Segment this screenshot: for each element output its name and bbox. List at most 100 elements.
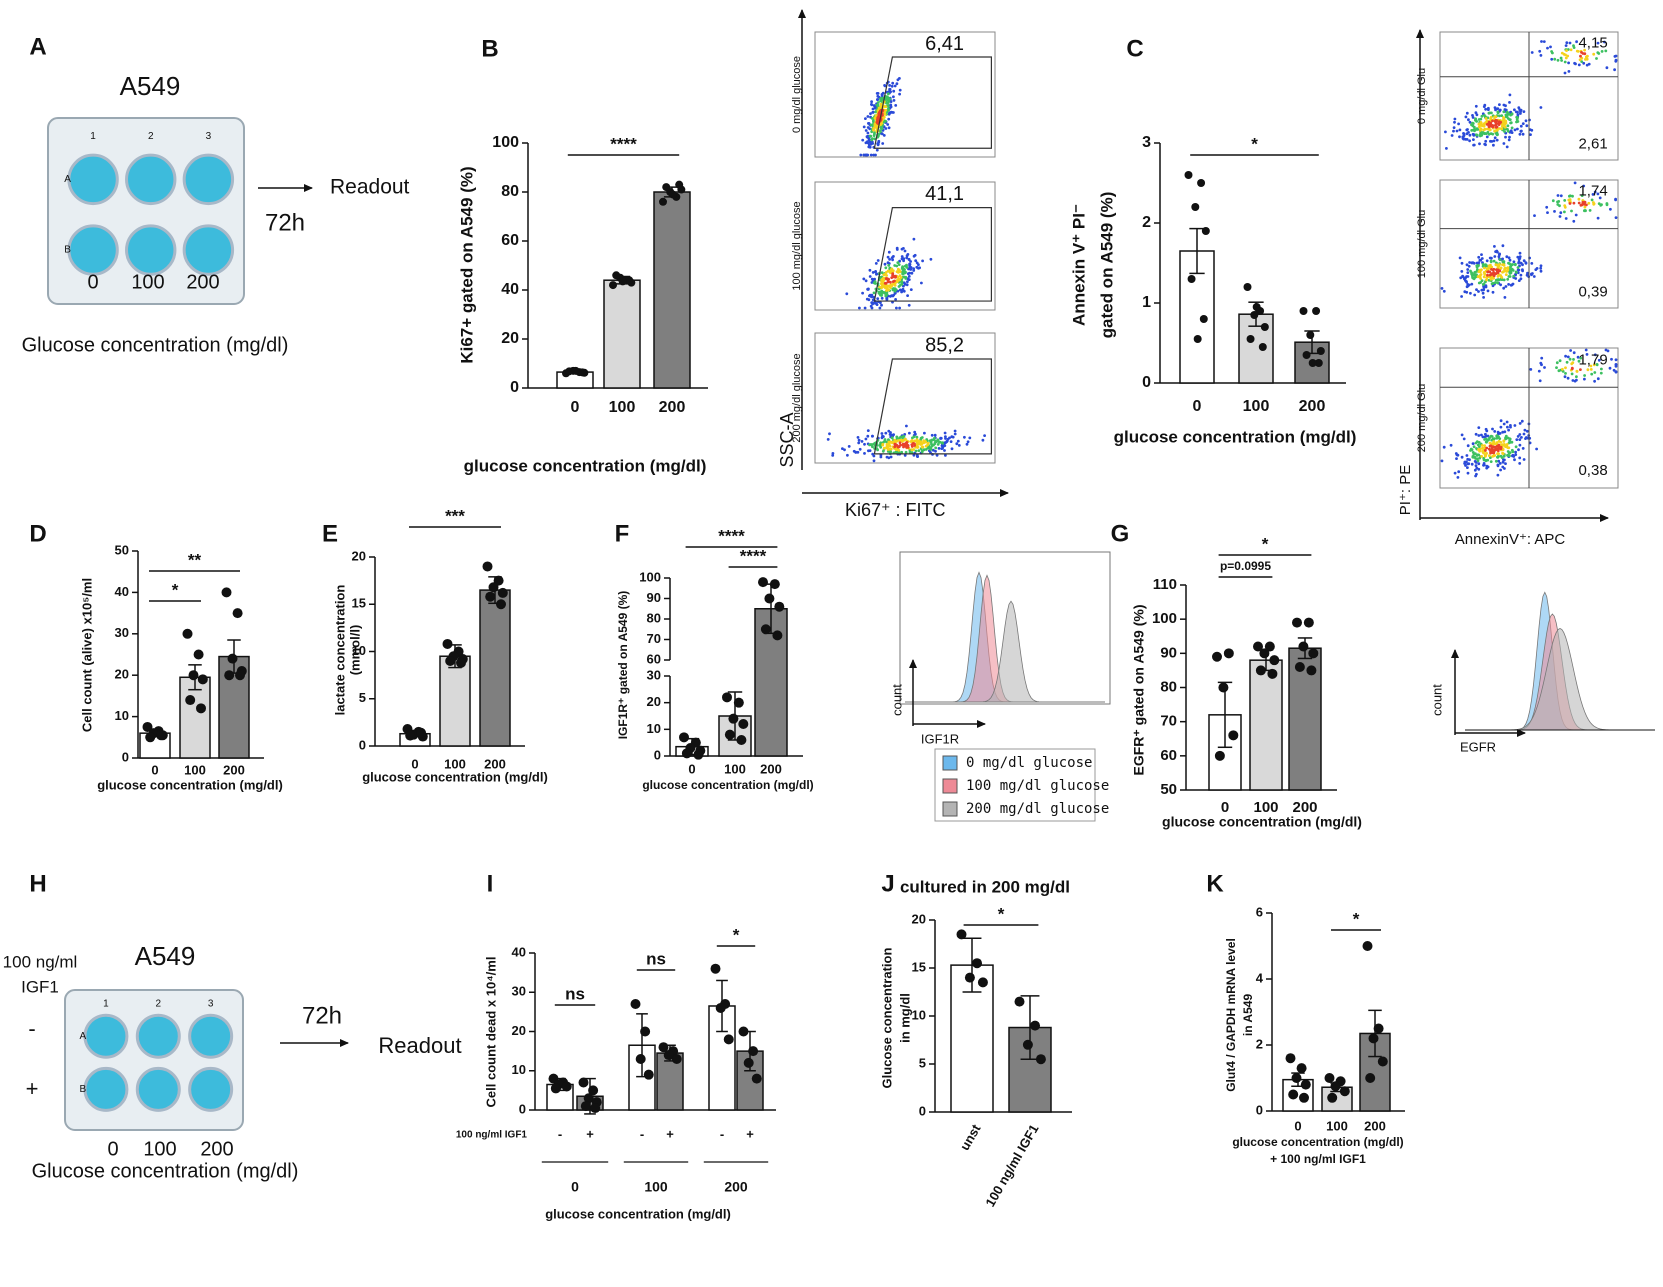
flow-dot (1519, 129, 1523, 133)
flow-dot (926, 443, 930, 447)
y-tick-label: 0 (519, 1101, 526, 1116)
flow-dot (871, 271, 875, 274)
flow-dot (1480, 433, 1483, 437)
flow-dot (1518, 462, 1522, 465)
flow-dot (1486, 273, 1489, 277)
flow-dot (1505, 255, 1509, 259)
flow-dot (1568, 41, 1572, 45)
flow-dot (1478, 447, 1482, 451)
flow-dot (864, 437, 868, 441)
x-tick-label: - (640, 1126, 644, 1141)
flow-dot (1479, 132, 1482, 136)
flow-dot (887, 117, 891, 121)
flow-dot (887, 264, 891, 267)
flow-dot (890, 294, 893, 297)
flow-dot (1504, 437, 1507, 441)
flow-dot (1489, 260, 1493, 264)
flow-dot (1596, 41, 1600, 45)
flow-dot (872, 291, 876, 295)
flow-dot (1465, 263, 1469, 267)
y-tick-label: 40 (115, 584, 129, 599)
flow-dot (1532, 275, 1536, 278)
data-point (1308, 359, 1317, 367)
flow-dot (868, 145, 872, 149)
flow-dot (1586, 54, 1589, 58)
flow-dot (881, 91, 885, 95)
significance-label: ns (646, 949, 666, 968)
flow-dot (929, 257, 933, 261)
flow-dot (828, 432, 831, 436)
data-point (197, 674, 208, 685)
flow-dot (889, 103, 893, 107)
flow-dot (1550, 57, 1554, 61)
flow-dot (874, 153, 877, 157)
data-point (1339, 1086, 1350, 1097)
flow-dot (955, 442, 959, 446)
flow-plot (814, 332, 996, 464)
flow-dot (1568, 194, 1571, 198)
flow-dot (1571, 379, 1575, 382)
plot-label: 200 mg/dl Glu (1416, 384, 1428, 452)
x-tick-label: 200 (659, 399, 686, 416)
flow-dot (1465, 454, 1469, 457)
y-tick-label: 2 (1256, 1036, 1263, 1051)
flow-dot (1565, 360, 1569, 364)
flow-dot (895, 306, 898, 310)
x-tick-label: - (558, 1126, 562, 1141)
y-tick-label: 1 (1142, 294, 1151, 311)
x-tick-label: unst (957, 1121, 984, 1153)
quadrant-value: 1,79 (1578, 352, 1607, 369)
flow-dot (943, 444, 947, 447)
flow-dot (1590, 198, 1594, 202)
gate (873, 207, 993, 302)
y-axis-label: in A549 (1241, 994, 1255, 1037)
data-point (1197, 179, 1206, 187)
flow-dot (1507, 283, 1510, 286)
flow-dot (1489, 139, 1492, 143)
data-point (679, 732, 689, 743)
y-tick-label: 15 (352, 596, 366, 611)
data-point (658, 1042, 669, 1053)
flow-dot (869, 134, 873, 138)
flow-dot (1589, 368, 1593, 371)
flow-dot (1475, 457, 1479, 461)
flow-dot (1482, 275, 1486, 279)
flow-dot (1593, 371, 1597, 374)
flow-dot (1580, 203, 1584, 207)
y-tick-label: 5 (919, 1055, 926, 1070)
panel-label: K (1206, 870, 1224, 897)
x-tick-label: 0 (151, 762, 158, 777)
flow-dot (1480, 253, 1483, 256)
flow-dot (1559, 194, 1563, 198)
flow-dot (1517, 448, 1520, 452)
data-point (1228, 730, 1239, 741)
flow-dot (869, 304, 873, 308)
flow-dot (1472, 445, 1476, 449)
flow-dot (1613, 68, 1616, 72)
flow-dot (1534, 268, 1538, 271)
panel-label: D (29, 520, 46, 547)
y-tick-label: 40 (501, 281, 519, 298)
flow-dot (867, 298, 871, 302)
flow-dot (1499, 454, 1503, 458)
data-point (145, 732, 156, 743)
flow-dot (933, 433, 937, 437)
flow-dot (1540, 40, 1543, 43)
x-tick-label: 100 (184, 762, 206, 777)
flow-dot (1563, 199, 1567, 202)
flow-dot (1600, 50, 1604, 53)
flow-dot (891, 258, 894, 262)
flow-dot (1524, 437, 1527, 440)
flow-dot (1584, 58, 1587, 61)
flow-dot (1523, 428, 1527, 432)
plate-row: B (79, 1084, 86, 1095)
flow-dot (1524, 119, 1528, 123)
flow-dot (900, 450, 904, 454)
flow-dot (1509, 425, 1512, 429)
data-point (590, 1103, 601, 1114)
data-point (1299, 1092, 1309, 1103)
flow-dot (1530, 262, 1534, 265)
flow-dot (1525, 429, 1529, 433)
flow-dot (1580, 194, 1584, 198)
y-axis-label: Ki67+ gated on A549 (%) (457, 166, 476, 363)
